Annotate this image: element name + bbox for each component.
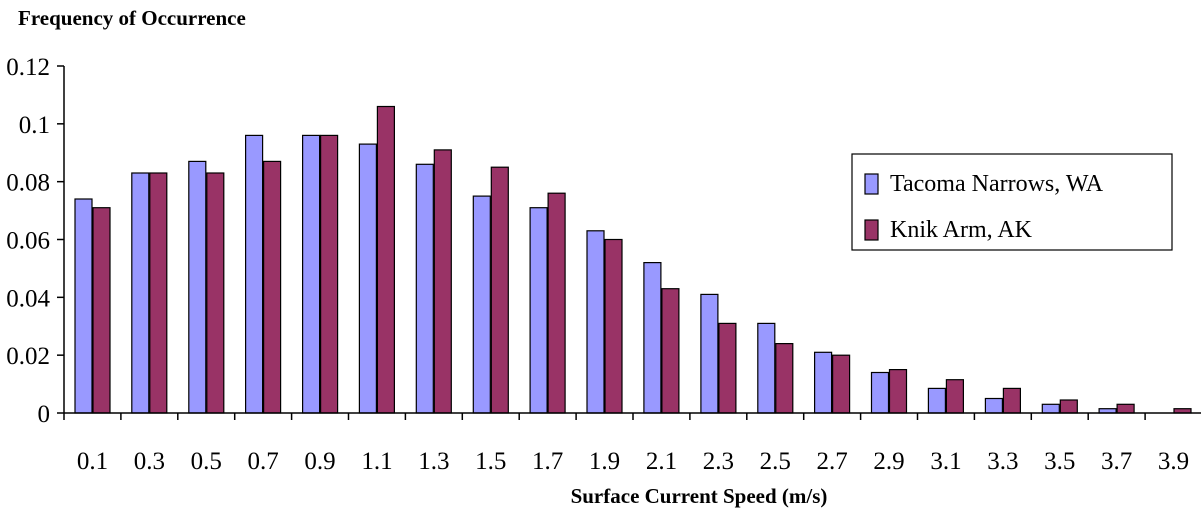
bar-s1-0.1 [74,198,93,414]
bar-s1-2.3 [700,293,719,414]
y-tick-label: 0.06 [6,228,50,255]
x-tick-label: 2.3 [703,448,734,475]
bar-s1-3.5 [1041,403,1060,414]
bar-s2-3.5 [1059,399,1078,414]
y-tick-label: 0.08 [6,170,50,197]
y-tick-label: 0.04 [6,285,50,312]
bar-s2-3.1 [945,379,965,414]
x-tick-label: 1.1 [361,448,392,475]
y-tick-label: 0.12 [6,54,50,81]
bar-s2-2.3 [718,322,737,414]
x-tick-label: 1.9 [589,448,620,475]
x-tick-label: 1.7 [532,448,563,475]
x-tick-label: 3.1 [930,448,961,475]
x-tick-label: 2.1 [646,448,677,475]
x-tick-label: 0.5 [191,448,222,475]
y-tick-label: 0.02 [6,343,50,370]
bar-s2-2.5 [775,343,794,414]
x-tick-label: 2.7 [817,448,848,475]
bar-s1-1.7 [529,207,548,414]
bar-s2-3.7 [1116,403,1135,414]
bar-s2-1.5 [490,166,509,414]
y-axis-title: Frequency of Occurrence [18,6,246,30]
x-tick-label: 1.3 [418,448,449,475]
axes-layer: 0 0.02 0.04 0.06 0.08 0.1 0.12 0.1 0.3 0.5 0.7 0.9 1… [6,54,1201,475]
bar-s1-2.5 [757,322,776,414]
bar-s2-0.5 [206,172,225,414]
x-tick-label: 3.5 [1044,448,1075,475]
bar-s1-1.3 [415,163,434,414]
x-tick-label: 1.5 [475,448,506,475]
y-tick-label: 0 [38,401,51,428]
bar-s1-0.3 [131,172,150,414]
bar-s1-0.9 [302,134,321,414]
legend-label-1: Tacoma Narrows, WA [890,171,1104,197]
bar-s2-2.9 [888,369,908,414]
x-tick-label: 0.7 [248,448,279,475]
x-tick-label: 0.9 [304,448,335,475]
x-tick-label: 3.3 [987,448,1018,475]
legend: Tacoma Narrows, WA Knik Arm, AK [851,153,1173,251]
x-tick-label: 2.5 [760,448,791,475]
bar-s1-1.5 [472,195,491,414]
x-tick-label: 3.7 [1101,448,1132,475]
bar-s2-1.7 [547,192,566,414]
x-axis-title: Surface Current Speed (m/s) [570,484,828,508]
bar-s2-1.9 [604,238,623,414]
legend-swatch-1 [864,173,879,195]
bar-s2-2.1 [661,288,680,414]
x-tick-label: 2.9 [873,448,904,475]
bar-s1-1.9 [586,230,605,414]
legend-swatch-2 [864,219,879,241]
y-tick-label: 0.1 [19,112,50,139]
bar-s2-0.1 [92,207,111,414]
bar-s1-1.1 [358,143,377,414]
bar-s1-2.7 [813,351,833,414]
legend-label-2: Knik Arm, AK [890,217,1033,243]
x-tick-label: 0.3 [134,448,165,475]
legend-box [851,153,1173,251]
bar-s1-3.1 [927,387,947,414]
x-tick-label: 3.9 [1158,448,1189,475]
bar-s2-2.7 [831,354,851,414]
bar-s2-1.1 [376,105,395,414]
bar-s2-1.3 [433,149,452,414]
x-tick-label: 0.1 [77,448,108,475]
bars-layer [74,105,1192,414]
bar-s2-3.3 [1002,387,1022,414]
bar-s2-0.7 [263,160,282,414]
bar-s1-2.9 [870,371,890,414]
bar-s1-0.7 [245,134,264,414]
bar-s2-0.9 [320,134,339,414]
bar-s2-0.3 [149,172,168,414]
bar-s1-3.3 [984,397,1004,414]
bar-s1-2.1 [643,262,662,414]
bar-s1-0.5 [188,160,207,414]
